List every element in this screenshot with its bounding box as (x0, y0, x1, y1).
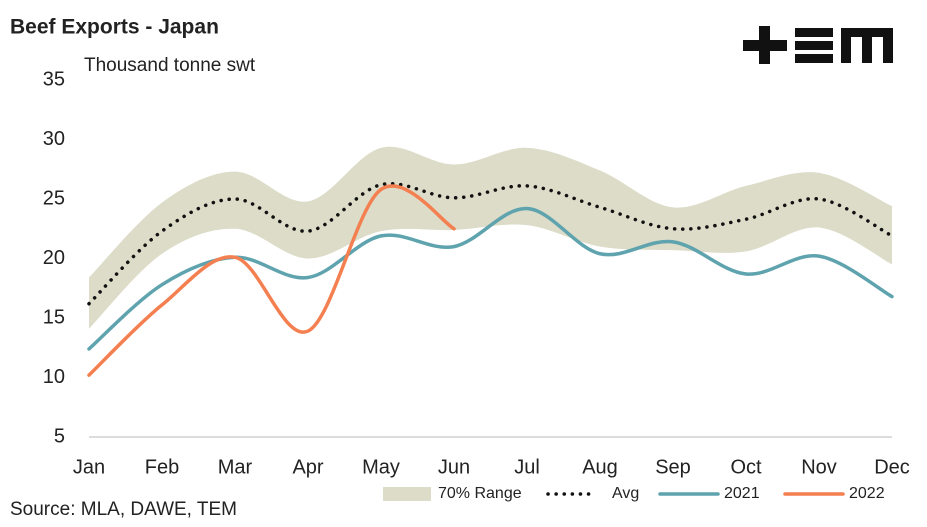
x-tick-label: Dec (874, 456, 910, 478)
legend-label: Avg (612, 485, 639, 502)
x-tick-label: Jun (438, 456, 470, 478)
x-tick-label: May (362, 456, 400, 478)
series-line (87, 184, 456, 377)
x-tick-label: Jan (73, 456, 105, 478)
x-tick-label: Sep (655, 456, 691, 478)
logo (743, 26, 893, 64)
y-tick-label: 10 (43, 366, 65, 388)
legend-label: 2022 (849, 485, 885, 502)
y-tick-label: 5 (54, 425, 65, 447)
chart-title: Beef Exports - Japan (10, 16, 219, 39)
y-tick-label: 15 (43, 306, 65, 328)
series-line (87, 181, 894, 306)
x-tick-label: Mar (218, 456, 253, 478)
y-tick-label: 25 (43, 187, 65, 209)
x-tick-label: Nov (801, 456, 837, 478)
legend-label: 70% Range (438, 485, 522, 502)
y-tick-label: 30 (43, 128, 65, 150)
x-tick-label: Oct (730, 456, 762, 478)
source: Source: MLA, DAWE, TEM (10, 499, 237, 520)
legend-label: 2021 (724, 485, 760, 502)
x-tick-label: Aug (582, 456, 618, 478)
y-tick-label: 20 (43, 247, 65, 269)
y-axis-label: Thousand tonne swt (84, 55, 256, 76)
range-band (89, 146, 892, 329)
legend-swatch (383, 487, 431, 501)
x-tick-label: Apr (292, 456, 323, 478)
x-tick-label: Feb (145, 456, 179, 478)
x-tick-label: Jul (514, 456, 540, 478)
y-tick-label: 35 (43, 68, 65, 90)
